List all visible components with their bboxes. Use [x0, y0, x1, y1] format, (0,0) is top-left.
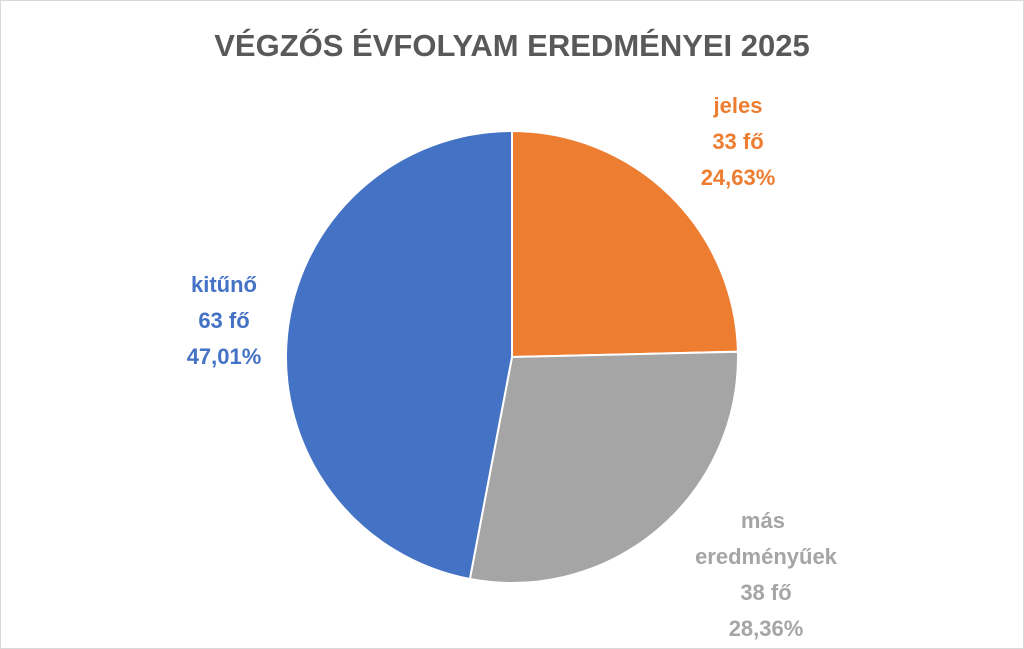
- slice-category-label: jeles: [713, 93, 763, 118]
- pie-slice: [468, 350, 739, 584]
- slice-percent-label: 28,36%: [729, 616, 804, 641]
- slice-category-label: kitűnő: [191, 272, 257, 297]
- slice-percent-label: 24,63%: [701, 165, 776, 190]
- slice-percent-label: 47,01%: [187, 344, 262, 369]
- slice-value-label: 33 fő: [712, 129, 763, 154]
- pie-slice: [511, 129, 739, 359]
- chart-title: VÉGZŐS ÉVFOLYAM EREDMÉNYEI 2025: [214, 27, 810, 63]
- slice-value-label: 63 fő: [198, 308, 249, 333]
- slice-value-label: 38 fő: [740, 580, 791, 605]
- slice-category-label: más eredményűek: [695, 508, 838, 569]
- pie-slice: [285, 129, 513, 581]
